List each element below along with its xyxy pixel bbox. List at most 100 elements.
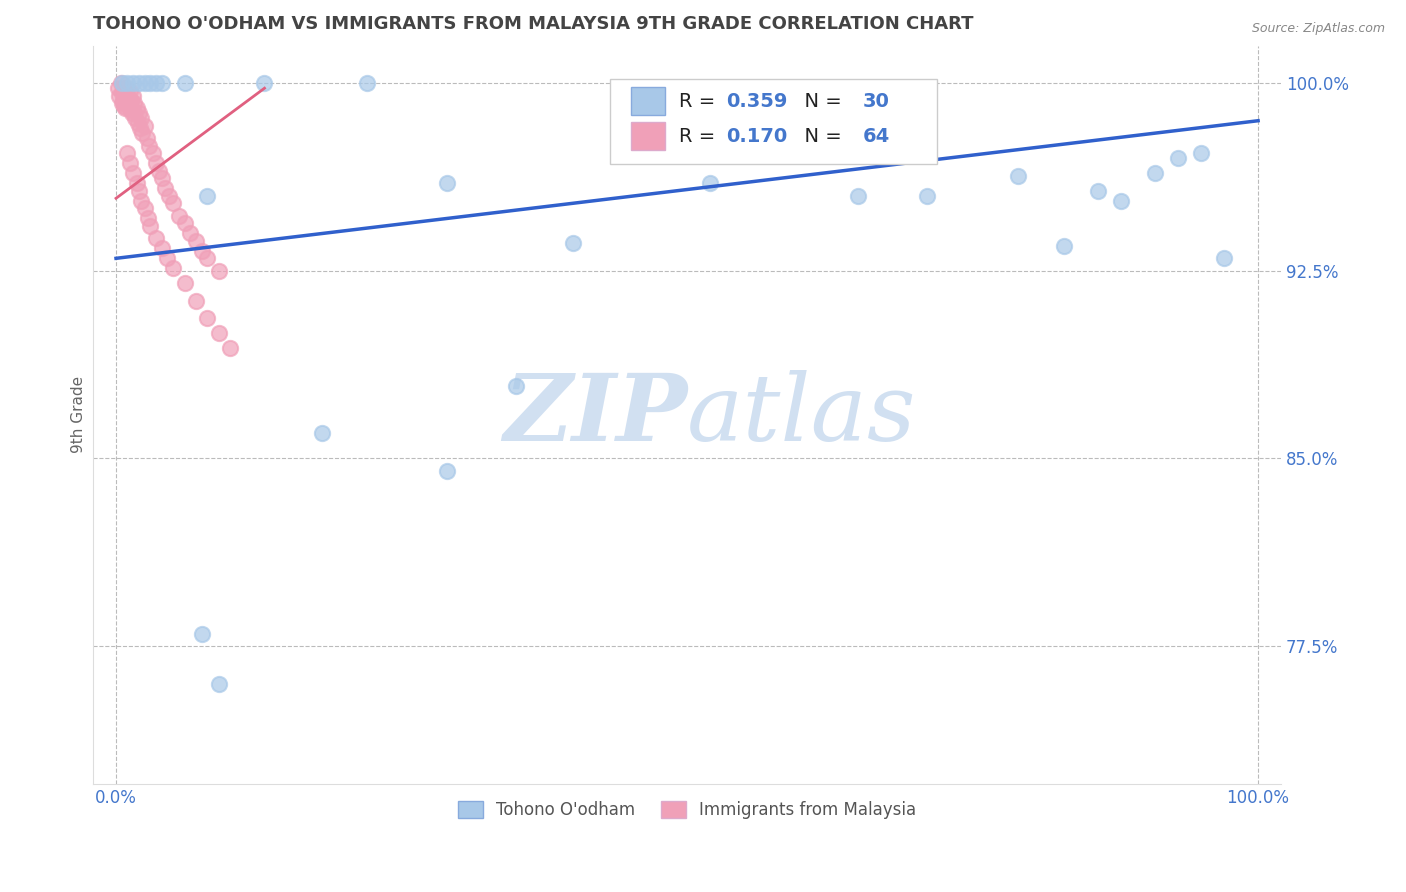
Point — [125, 176, 148, 190]
Point — [197, 311, 219, 326]
Point — [110, 76, 132, 90]
Point — [150, 171, 173, 186]
Point — [115, 88, 138, 103]
Point — [848, 188, 870, 202]
Point — [128, 106, 150, 120]
Point — [436, 464, 458, 478]
Text: R =: R = — [679, 127, 721, 146]
Point — [117, 96, 139, 111]
Point — [111, 81, 134, 95]
Point — [122, 76, 145, 90]
Point — [197, 252, 219, 266]
Point — [173, 76, 195, 90]
Point — [139, 219, 162, 233]
Point — [111, 76, 134, 90]
Text: R =: R = — [679, 92, 721, 111]
Point — [157, 188, 180, 202]
Point — [150, 76, 173, 90]
Point — [150, 241, 173, 255]
Point — [111, 96, 134, 111]
Point — [129, 121, 152, 136]
Point — [915, 188, 938, 202]
Point — [138, 138, 160, 153]
Point — [118, 101, 141, 115]
Point — [145, 156, 167, 170]
Point — [156, 252, 179, 266]
Point — [190, 244, 212, 258]
Point — [197, 188, 219, 202]
Point — [118, 84, 141, 98]
Point — [505, 379, 527, 393]
Point — [162, 196, 184, 211]
Point — [117, 91, 139, 105]
Point — [122, 103, 145, 118]
Point — [136, 211, 159, 226]
Point — [173, 277, 195, 291]
Point — [1087, 184, 1109, 198]
Point — [1144, 166, 1167, 180]
Point — [124, 96, 146, 111]
Text: 64: 64 — [863, 127, 890, 146]
Legend: Tohono O'odham, Immigrants from Malaysia: Tohono O'odham, Immigrants from Malaysia — [450, 792, 924, 827]
Point — [148, 163, 170, 178]
Point — [142, 146, 165, 161]
Point — [208, 676, 231, 690]
Point — [1167, 151, 1189, 165]
Point — [1007, 169, 1029, 183]
Point — [208, 264, 231, 278]
Point — [127, 116, 149, 130]
Point — [108, 88, 131, 103]
Text: ZIP: ZIP — [503, 369, 688, 459]
Point — [124, 112, 146, 126]
Point — [1189, 146, 1212, 161]
Text: atlas: atlas — [688, 369, 917, 459]
Point — [134, 119, 156, 133]
Text: TOHONO O'ODHAM VS IMMIGRANTS FROM MALAYSIA 9TH GRADE CORRELATION CHART: TOHONO O'ODHAM VS IMMIGRANTS FROM MALAYS… — [93, 15, 974, 33]
Point — [120, 94, 142, 108]
Point — [107, 81, 129, 95]
Point — [184, 234, 207, 248]
Text: 0.359: 0.359 — [727, 92, 787, 111]
Point — [173, 216, 195, 230]
Point — [125, 101, 148, 115]
Point — [1109, 194, 1132, 208]
FancyBboxPatch shape — [631, 87, 665, 115]
Point — [162, 261, 184, 276]
Point — [436, 176, 458, 190]
Text: 30: 30 — [863, 92, 890, 111]
Point — [121, 106, 143, 120]
Point — [145, 231, 167, 245]
Point — [117, 146, 139, 161]
Point — [219, 342, 242, 356]
Point — [112, 84, 135, 98]
Point — [117, 76, 139, 90]
Point — [208, 326, 231, 341]
Point — [122, 166, 145, 180]
Point — [128, 76, 150, 90]
Point — [129, 194, 152, 208]
Point — [122, 88, 145, 103]
Point — [134, 202, 156, 216]
Point — [184, 293, 207, 308]
Point — [111, 94, 134, 108]
Point — [111, 86, 134, 100]
Point — [139, 76, 162, 90]
Y-axis label: 9th Grade: 9th Grade — [72, 376, 86, 453]
Text: N =: N = — [792, 92, 848, 111]
Point — [190, 626, 212, 640]
Point — [114, 101, 136, 115]
Point — [356, 76, 378, 90]
Point — [135, 131, 157, 145]
Text: 0.170: 0.170 — [727, 127, 787, 146]
Point — [118, 156, 141, 170]
Point — [153, 181, 176, 195]
Point — [699, 176, 721, 190]
Point — [145, 76, 167, 90]
Point — [167, 209, 190, 223]
Point — [311, 426, 333, 441]
Point — [1053, 239, 1076, 253]
FancyBboxPatch shape — [631, 122, 665, 151]
Point — [134, 76, 156, 90]
Point — [1212, 252, 1234, 266]
Point — [114, 86, 136, 100]
